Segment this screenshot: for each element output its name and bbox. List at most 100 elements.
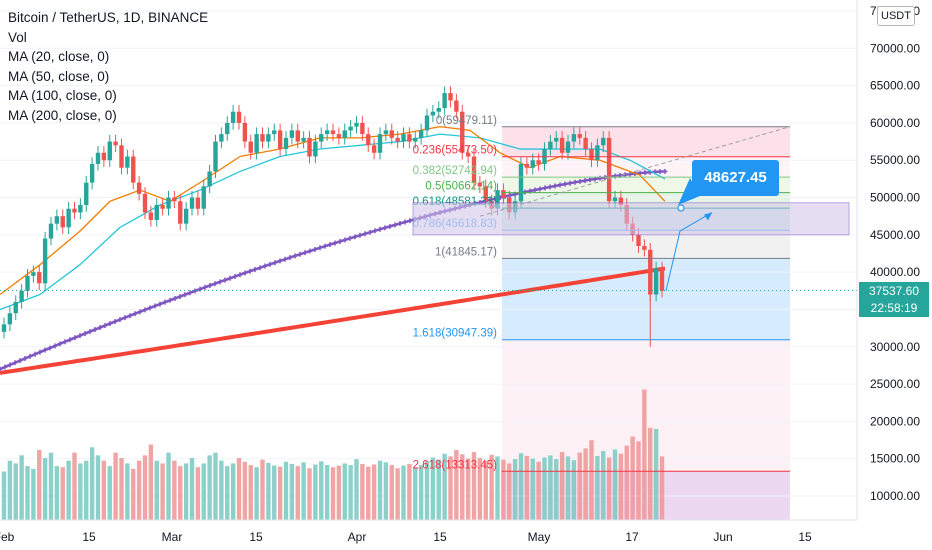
candle-body — [583, 137, 588, 150]
candle-body — [530, 160, 535, 168]
volume-bar — [242, 461, 248, 520]
candle-body — [160, 205, 165, 209]
candle-body — [313, 141, 318, 157]
candle-body — [395, 137, 400, 142]
price-tick-label: 60000.00 — [870, 116, 920, 130]
time-tick-label: Jun — [713, 530, 732, 544]
countdown-tag: 22:58:19 — [859, 300, 929, 317]
candle-body — [324, 130, 330, 135]
volume-bar — [307, 468, 312, 520]
volume-bar — [577, 452, 582, 520]
candle-body — [230, 111, 236, 123]
symbol-title[interactable]: Bitcoin / TetherUS, 1D, BINANCE — [8, 10, 209, 25]
candle-body — [37, 272, 42, 284]
volume-bar — [131, 468, 136, 520]
candle-body — [336, 134, 342, 138]
fib-label: 0.5(50662.14) — [425, 181, 497, 193]
volume-bar — [601, 451, 606, 520]
volume-bar — [507, 463, 512, 520]
volume-bar — [113, 452, 118, 520]
volume-bar — [31, 468, 36, 520]
candle-body — [495, 190, 500, 209]
volume-bar — [430, 457, 436, 520]
candles — [1, 86, 665, 347]
candle-body — [54, 216, 60, 224]
volume-bar — [324, 465, 330, 520]
candle-body — [242, 122, 248, 142]
volume-bar — [201, 463, 206, 520]
volume-bar — [524, 455, 530, 520]
volume-bar — [260, 459, 265, 520]
time-tick-label: 15 — [82, 530, 96, 544]
volume-bar — [119, 458, 124, 520]
trend-line — [479, 126, 791, 217]
volume-bar — [42, 458, 48, 520]
candle-body — [201, 186, 206, 209]
candle-body — [125, 156, 130, 168]
volume-bar — [424, 461, 430, 520]
price-axis: 75000.0070000.0065000.0060000.0055000.00… — [870, 4, 920, 503]
volume-bar — [342, 463, 347, 520]
volume-bar — [483, 461, 488, 520]
candle-body — [289, 130, 295, 138]
candle-body — [254, 134, 259, 153]
legend-ma20[interactable]: MA (20, close, 0) — [8, 49, 110, 64]
volume-bar — [495, 456, 500, 520]
candle-body — [172, 197, 177, 202]
candle-body — [448, 93, 453, 101]
candle-body — [119, 145, 124, 168]
volume-bar — [277, 466, 283, 520]
candle-body — [554, 137, 559, 142]
volume-bar — [148, 444, 154, 520]
volume-bar — [518, 453, 524, 520]
volume-bar — [489, 454, 494, 520]
legend-ma200[interactable]: MA (200, close, 0) — [8, 107, 117, 123]
volume-bar — [571, 460, 577, 520]
candle-body — [307, 137, 312, 157]
price-tick-label: 15000.00 — [870, 452, 920, 466]
time-tick-label: Apr — [348, 530, 367, 544]
volume-bar — [448, 456, 453, 520]
candle-body — [42, 238, 48, 284]
volume-bar — [37, 449, 42, 520]
volume-bar — [48, 452, 54, 520]
volume-bar — [125, 463, 130, 520]
price-callout[interactable]: 48627.45 — [692, 160, 779, 196]
candle-body — [154, 205, 159, 220]
volume-bar — [642, 389, 647, 520]
fib-label: 2.618(13313.45) — [413, 459, 498, 471]
candle-body — [418, 130, 424, 138]
volume-bar — [78, 463, 83, 520]
volume-bar — [583, 448, 588, 520]
price-tick-label: 50000.00 — [870, 191, 920, 205]
candle-body — [142, 193, 148, 213]
candle-body — [577, 134, 582, 138]
legend-vol[interactable]: Vol — [8, 29, 27, 45]
volume-bar — [295, 466, 300, 520]
candle-body — [354, 122, 359, 127]
candle-body — [442, 93, 447, 108]
volume-bar — [559, 452, 565, 520]
candle-body — [95, 152, 101, 164]
ma200-line — [0, 266, 666, 375]
volume-bar — [313, 464, 318, 520]
candle-body — [131, 156, 136, 183]
candle-body — [454, 100, 459, 112]
legend-ma50[interactable]: MA (50, close, 0) — [8, 68, 110, 84]
candle-body — [342, 130, 347, 138]
legend-ma100[interactable]: MA (100, close, 0) — [8, 88, 117, 103]
volume-bar — [272, 465, 277, 520]
candle-body — [225, 122, 230, 135]
currency-badge[interactable]: USDT — [877, 6, 915, 26]
candle-body — [136, 182, 142, 194]
volume-bar — [418, 465, 424, 520]
candle-body — [319, 134, 324, 142]
candle-body — [195, 197, 201, 209]
volume-bar — [142, 455, 148, 520]
volume-bar — [236, 458, 242, 520]
volume-bar — [366, 466, 371, 520]
volume-bar — [618, 453, 624, 520]
volume-bar — [477, 458, 483, 520]
volume-bar — [407, 463, 412, 520]
